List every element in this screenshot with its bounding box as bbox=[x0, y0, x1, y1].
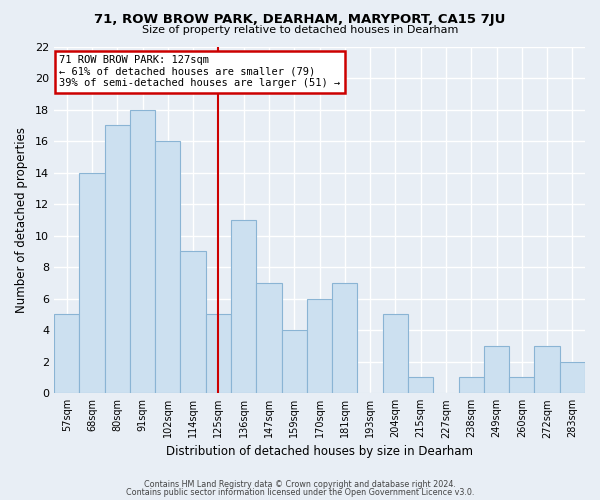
Bar bbox=[307, 298, 332, 393]
Bar bbox=[206, 314, 231, 393]
Bar bbox=[509, 378, 535, 393]
Bar bbox=[130, 110, 155, 393]
Bar bbox=[383, 314, 408, 393]
Text: Contains HM Land Registry data © Crown copyright and database right 2024.: Contains HM Land Registry data © Crown c… bbox=[144, 480, 456, 489]
Bar bbox=[484, 346, 509, 393]
Bar bbox=[332, 283, 358, 393]
Text: Size of property relative to detached houses in Dearham: Size of property relative to detached ho… bbox=[142, 25, 458, 35]
Bar bbox=[155, 141, 181, 393]
Text: 71, ROW BROW PARK, DEARHAM, MARYPORT, CA15 7JU: 71, ROW BROW PARK, DEARHAM, MARYPORT, CA… bbox=[94, 12, 506, 26]
Bar bbox=[535, 346, 560, 393]
Bar bbox=[231, 220, 256, 393]
Text: 71 ROW BROW PARK: 127sqm
← 61% of detached houses are smaller (79)
39% of semi-d: 71 ROW BROW PARK: 127sqm ← 61% of detach… bbox=[59, 55, 341, 88]
Bar bbox=[458, 378, 484, 393]
Bar bbox=[560, 362, 585, 393]
Bar bbox=[54, 314, 79, 393]
Bar bbox=[104, 126, 130, 393]
Bar bbox=[281, 330, 307, 393]
Text: Contains public sector information licensed under the Open Government Licence v3: Contains public sector information licen… bbox=[126, 488, 474, 497]
X-axis label: Distribution of detached houses by size in Dearham: Distribution of detached houses by size … bbox=[166, 444, 473, 458]
Bar bbox=[181, 252, 206, 393]
Bar bbox=[408, 378, 433, 393]
Y-axis label: Number of detached properties: Number of detached properties bbox=[15, 127, 28, 313]
Bar bbox=[79, 172, 104, 393]
Bar bbox=[256, 283, 281, 393]
